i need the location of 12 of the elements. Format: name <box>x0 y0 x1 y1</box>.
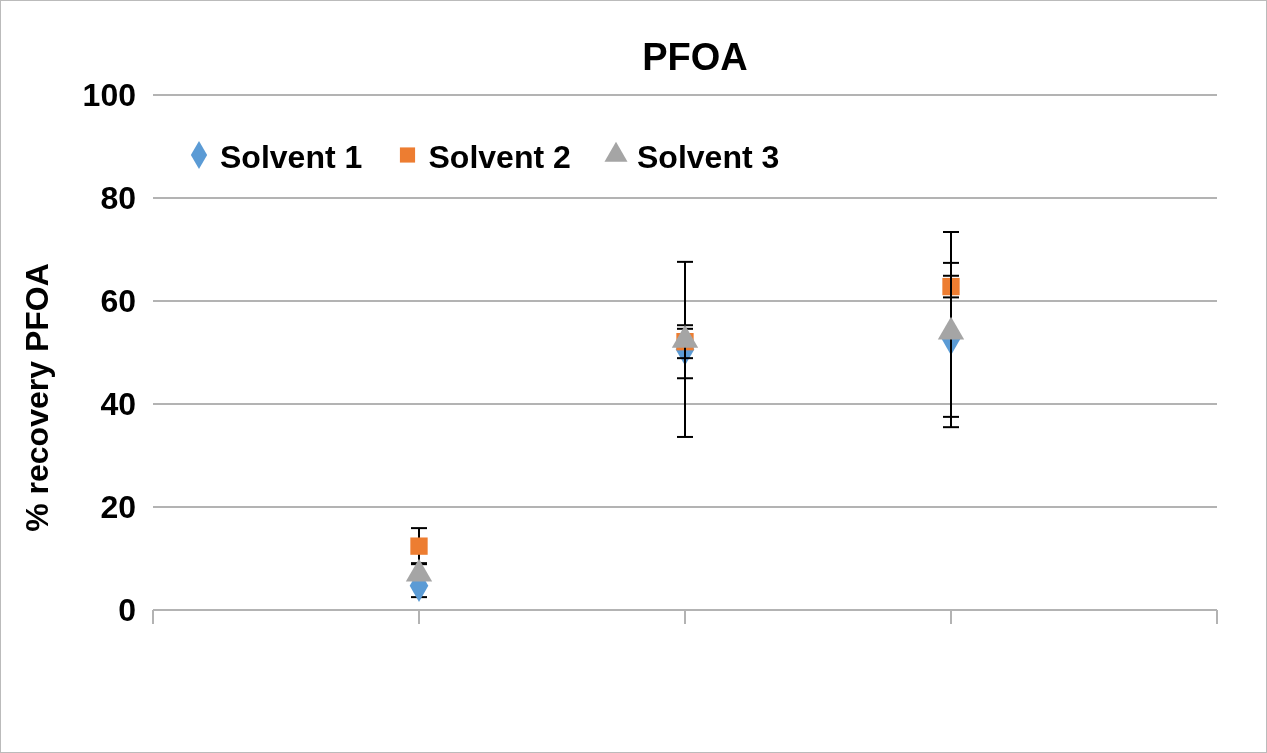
y-tick-label: 0 <box>118 592 136 629</box>
legend-label: Solvent 1 <box>220 139 363 176</box>
y-tick-label: 20 <box>100 489 136 526</box>
y-tick-label: 100 <box>82 77 136 114</box>
y-axis-title: % recovery PFOA <box>19 263 55 532</box>
point <box>410 537 428 555</box>
y-tick-label: 60 <box>100 283 136 320</box>
y-tick-label: 80 <box>100 180 136 217</box>
legend-label: Solvent 3 <box>637 139 780 176</box>
legend-label: Solvent 2 <box>428 139 571 176</box>
chart-title: PFOA <box>642 36 748 78</box>
y-tick-label: 40 <box>100 386 136 423</box>
